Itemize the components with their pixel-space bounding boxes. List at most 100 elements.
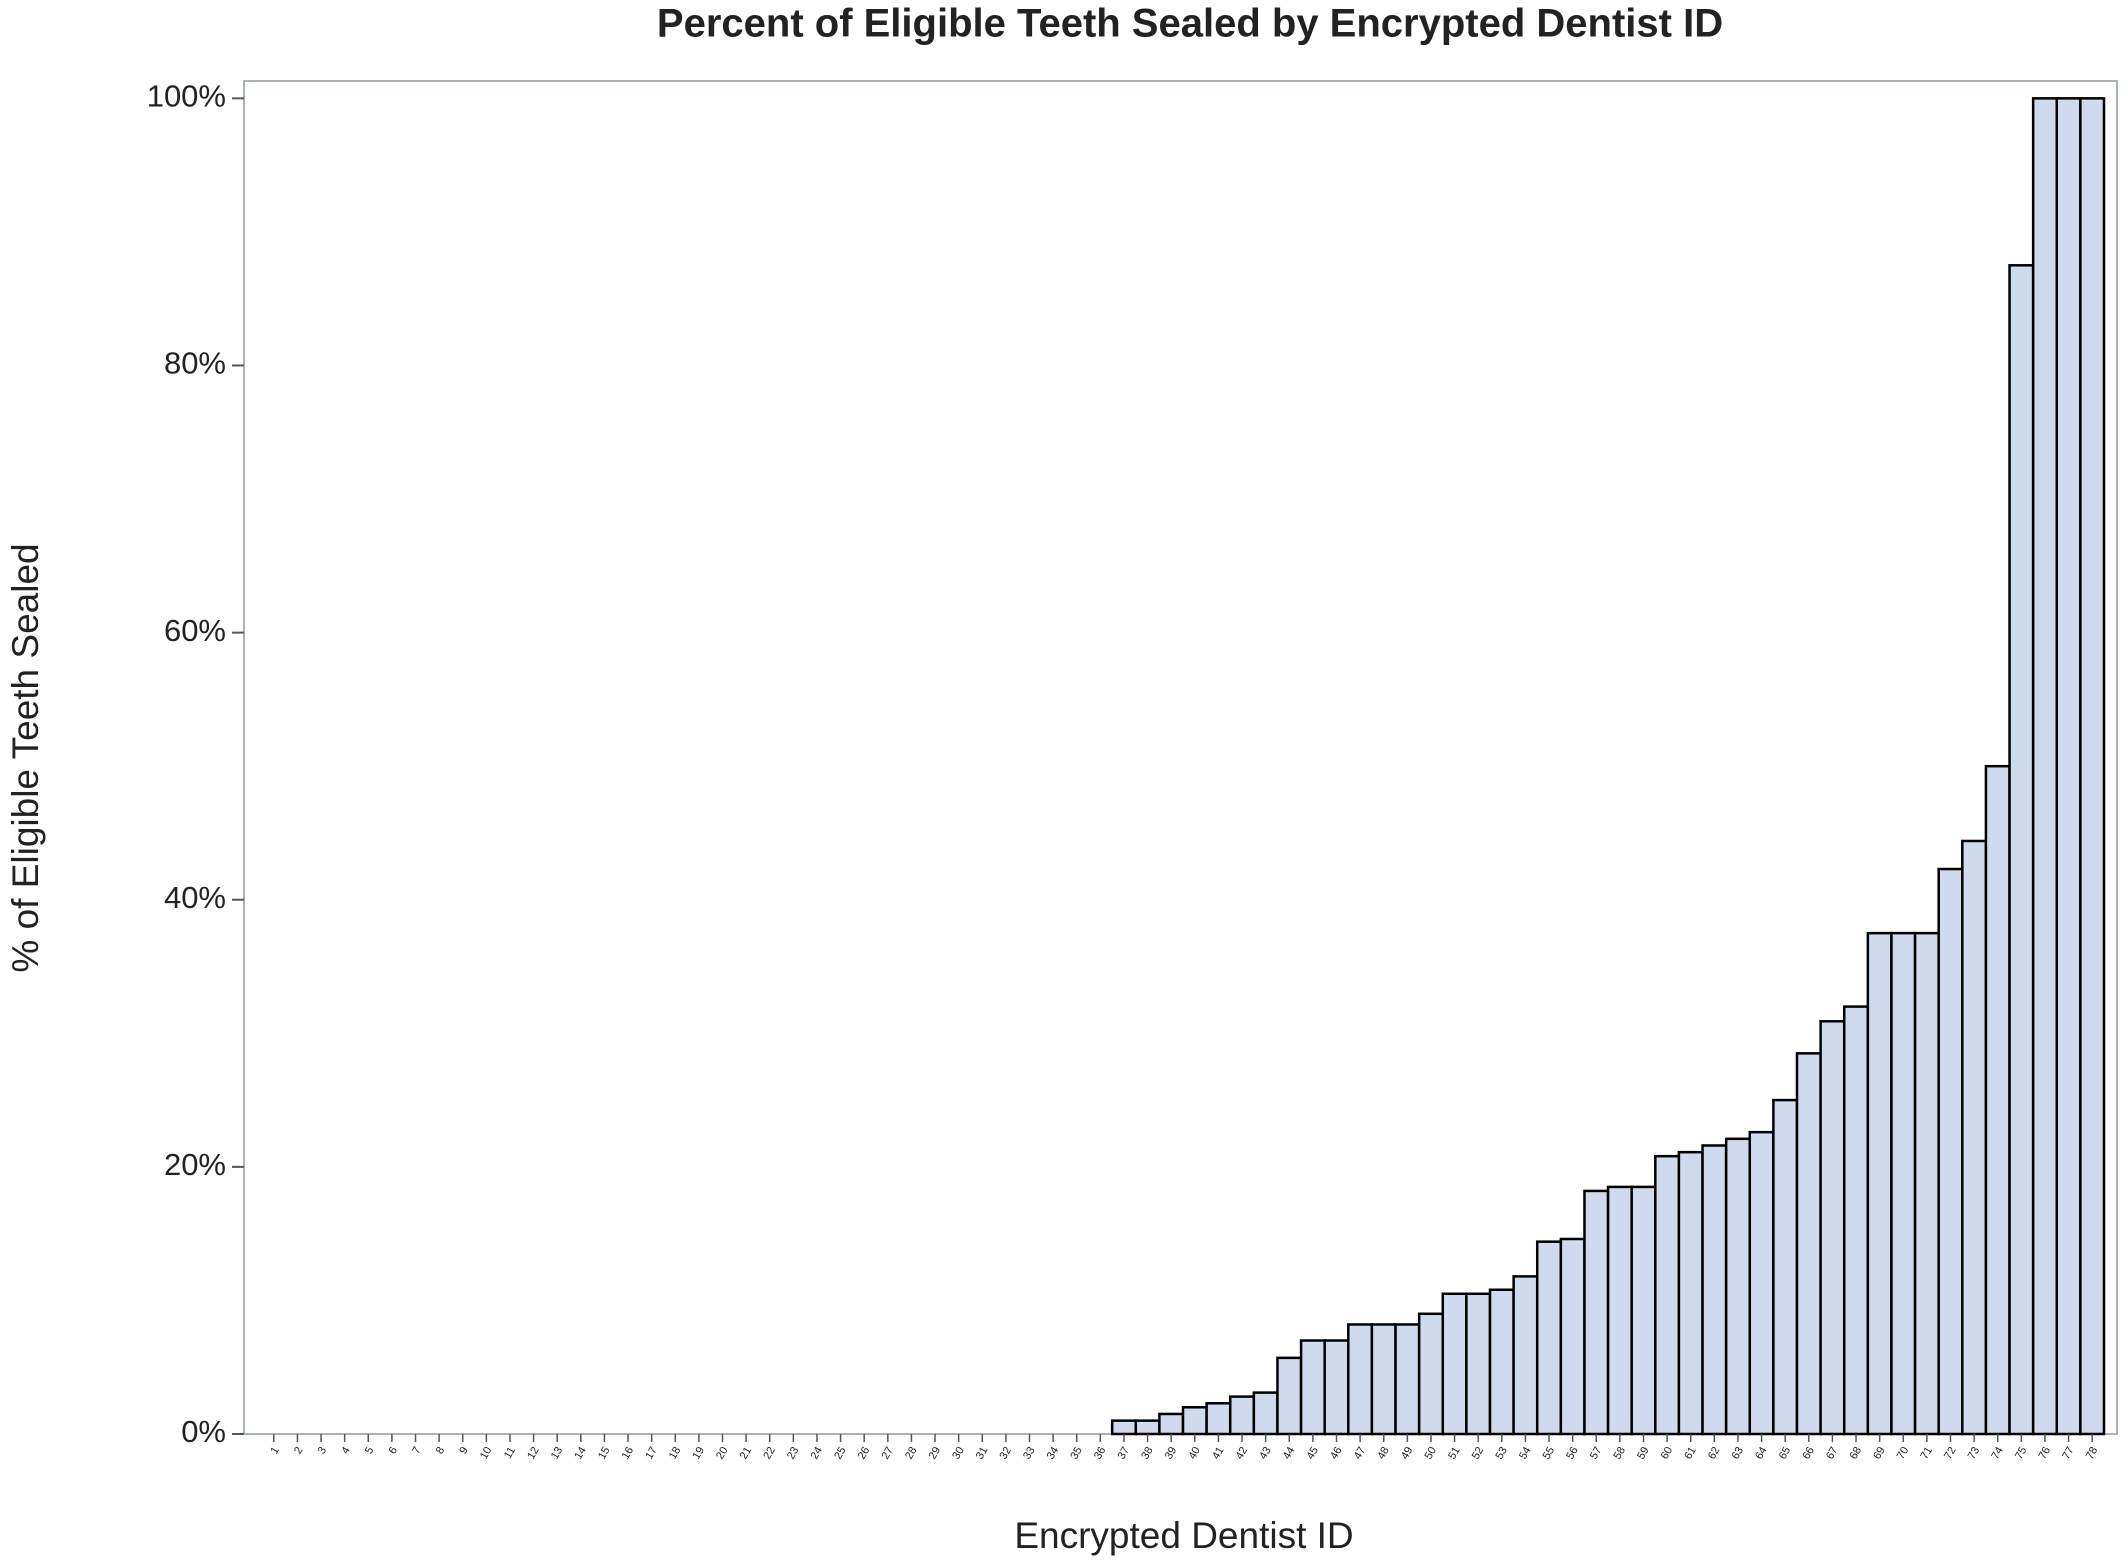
- x-tick-label: 25: [832, 1445, 849, 1462]
- x-tick-label: 58: [1611, 1445, 1628, 1462]
- x-tick-label: 52: [1470, 1445, 1487, 1462]
- x-tick-label: 75: [2013, 1445, 2030, 1462]
- x-tick-label: 51: [1446, 1445, 1463, 1462]
- x-tick-label: 6: [387, 1445, 400, 1456]
- x-tick-label: 63: [1730, 1445, 1747, 1462]
- bar: [1984, 764, 2011, 1436]
- y-tick-label: 60%: [164, 613, 226, 648]
- bar: [1394, 1323, 1421, 1436]
- bar: [1535, 1240, 1563, 1436]
- bar: [1724, 1137, 1752, 1436]
- x-tick-label: 78: [2084, 1445, 2101, 1462]
- x-tick-label: 10: [478, 1445, 495, 1462]
- x-tick-label: 36: [1092, 1445, 1109, 1462]
- x-tick-label: 37: [1116, 1445, 1133, 1462]
- x-tick-label: 76: [2037, 1445, 2054, 1462]
- x-tick-label: 38: [1139, 1445, 1156, 1462]
- x-tick-label: 47: [1352, 1445, 1369, 1462]
- bar: [1701, 1144, 1728, 1436]
- bar: [1158, 1412, 1185, 1436]
- bar: [1772, 1098, 1799, 1436]
- bar: [1299, 1339, 1326, 1436]
- x-tick-label: 8: [434, 1445, 447, 1456]
- bar: [2079, 97, 2106, 1436]
- x-tick-label: 28: [903, 1445, 920, 1462]
- x-tick-label: 77: [2060, 1445, 2077, 1462]
- x-tick-label: 13: [549, 1445, 566, 1462]
- x-tick-label: 54: [1517, 1445, 1534, 1462]
- chart-title: Percent of Eligible Teeth Sealed by Encr…: [657, 2, 1723, 46]
- bar: [1583, 1189, 1610, 1436]
- bar: [1465, 1292, 1492, 1436]
- x-tick-label: 41: [1210, 1445, 1227, 1462]
- bar: [1228, 1395, 1256, 1436]
- x-tick-label: 50: [1423, 1445, 1440, 1462]
- bar: [1677, 1150, 1704, 1436]
- x-tick-label: 17: [643, 1445, 660, 1462]
- y-tick-label: 100%: [147, 79, 226, 114]
- x-tick-label: 68: [1848, 1445, 1865, 1462]
- x-tick-label: 42: [1234, 1445, 1251, 1462]
- y-tick-label: 80%: [164, 346, 226, 381]
- x-tick-label: 66: [1800, 1445, 1817, 1462]
- x-tick-label: 22: [761, 1445, 778, 1462]
- bar: [1181, 1406, 1208, 1436]
- x-tick-label: 21: [738, 1445, 755, 1462]
- bar: [2008, 264, 2035, 1436]
- x-tick-label: 57: [1588, 1445, 1605, 1462]
- x-tick-label: 4: [339, 1445, 352, 1456]
- x-tick-label: 5: [363, 1445, 376, 1456]
- bar: [1134, 1419, 1161, 1436]
- x-tick-label: 74: [1989, 1445, 2006, 1462]
- x-tick-label: 16: [620, 1445, 637, 1462]
- x-tick-label: 71: [1918, 1445, 1935, 1462]
- bar: [1110, 1419, 1138, 1436]
- x-tick-label: 55: [1541, 1445, 1558, 1462]
- bar: [1417, 1312, 1445, 1436]
- x-tick-label: 65: [1777, 1445, 1794, 1462]
- bar: [1512, 1275, 1539, 1436]
- y-tick-label: 0%: [181, 1414, 226, 1449]
- x-tick-label: 45: [1304, 1445, 1321, 1462]
- x-axis-label: Encrypted Dentist ID: [1014, 1515, 1353, 1556]
- x-tick-label: 3: [316, 1445, 329, 1456]
- x-tick-label: 2: [292, 1445, 305, 1456]
- x-tick-label: 48: [1375, 1445, 1392, 1462]
- bar: [1937, 867, 1964, 1436]
- bar: [1913, 931, 1940, 1436]
- x-tick-label: 69: [1871, 1445, 1888, 1462]
- x-tick-label: 49: [1399, 1445, 1416, 1462]
- x-tick-label: 18: [667, 1445, 684, 1462]
- bar: [1748, 1130, 1775, 1436]
- x-tick-label: 31: [974, 1445, 991, 1462]
- bar: [1559, 1237, 1586, 1436]
- bar: [1205, 1402, 1232, 1436]
- x-tick-label: 30: [950, 1445, 967, 1462]
- x-tick-label: 14: [572, 1445, 589, 1462]
- x-tick-label: 61: [1682, 1445, 1699, 1462]
- bar: [1819, 1020, 1846, 1436]
- x-tick-label: 27: [879, 1445, 896, 1462]
- bar: [1961, 839, 1988, 1436]
- x-tick-label: 39: [1163, 1445, 1180, 1462]
- bar: [1606, 1185, 1633, 1436]
- x-tick-label: 9: [457, 1445, 470, 1456]
- x-tick-label: 1: [268, 1445, 281, 1456]
- bar: [2055, 97, 2082, 1436]
- x-tick-label: 20: [714, 1445, 731, 1462]
- x-tick-label: 70: [1895, 1445, 1912, 1462]
- bar: [1323, 1339, 1350, 1436]
- bar: [1347, 1323, 1374, 1436]
- x-tick-label: 23: [785, 1445, 802, 1462]
- x-tick-label: 34: [1045, 1445, 1062, 1462]
- x-tick-label: 56: [1564, 1445, 1581, 1462]
- x-tick-label: 73: [1966, 1445, 1983, 1462]
- x-tick-label: 11: [502, 1445, 518, 1461]
- bar: [1654, 1154, 1681, 1436]
- x-tick-label: 33: [1021, 1445, 1038, 1462]
- bar: [1488, 1288, 1515, 1436]
- x-tick-label: 40: [1186, 1445, 1203, 1462]
- bar: [1795, 1052, 1822, 1436]
- bar: [1276, 1356, 1303, 1436]
